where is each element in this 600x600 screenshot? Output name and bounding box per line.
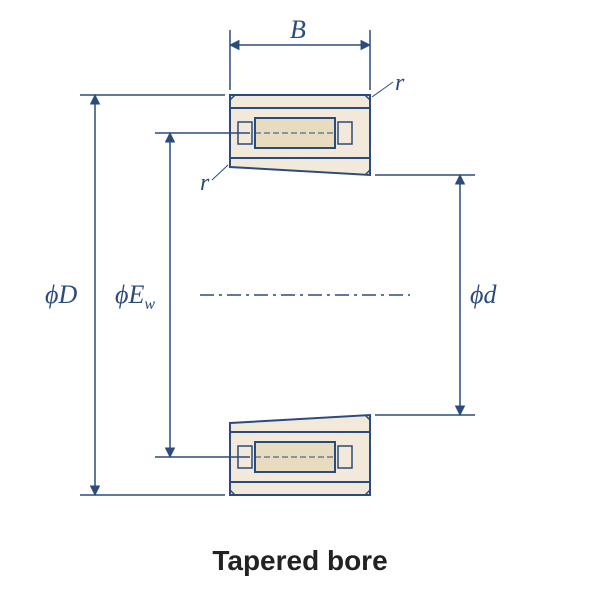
inner-race-top <box>230 158 370 175</box>
label-Ew: ϕEw <box>115 280 155 313</box>
outer-race-top <box>230 95 370 108</box>
diagram-title: Tapered bore <box>212 545 387 576</box>
dimension-B: B <box>230 15 370 90</box>
roller-bottom <box>230 432 370 482</box>
bearing-diagram: B r r ϕD ϕEw ϕd Tapered bore <box>0 0 600 600</box>
label-r-outer: r <box>395 70 405 96</box>
inner-race-bottom <box>230 415 370 432</box>
label-r-inner: r <box>200 170 210 196</box>
label-B: B <box>290 15 306 44</box>
outer-race-bottom <box>230 482 370 495</box>
label-d: ϕd <box>470 280 497 309</box>
roller-top <box>230 108 370 158</box>
label-D: ϕD <box>45 280 77 309</box>
